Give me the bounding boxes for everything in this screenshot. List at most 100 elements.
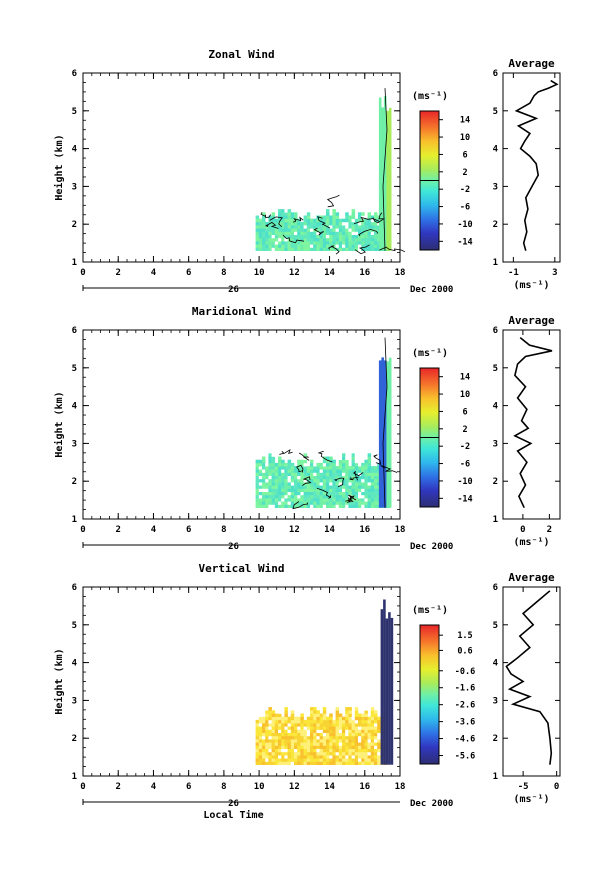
heatmap-cell <box>358 212 362 216</box>
heatmap-cell <box>322 482 327 486</box>
heatmap-cell <box>287 498 292 502</box>
heatmap-cell <box>255 742 260 746</box>
heatmap-cell <box>281 247 285 251</box>
heatmap-cell <box>268 739 272 743</box>
heatmap-cell <box>358 218 362 223</box>
heatmap-cell <box>367 482 372 486</box>
heatmap-cell <box>268 755 272 759</box>
heatmap-cell <box>354 751 359 756</box>
heatmap-cell <box>348 723 352 727</box>
heatmap-cell <box>370 732 375 737</box>
heatmap-cell <box>278 745 282 749</box>
heatmap-cell <box>326 237 330 242</box>
heatmap-cell <box>297 723 301 727</box>
heatmap-cell <box>338 732 343 737</box>
heatmap-cell <box>351 234 356 239</box>
heatmap-cell <box>316 469 320 473</box>
heatmap-cell <box>284 494 288 499</box>
heatmap-cell <box>354 755 359 759</box>
heatmap-cell <box>265 485 269 489</box>
heatmap-cell <box>284 735 288 740</box>
heatmap-cell <box>268 751 272 756</box>
heatmap-cell <box>348 707 352 711</box>
heatmap-cell <box>313 761 317 765</box>
heatmap-cell <box>322 472 327 476</box>
heatmap-cell <box>300 459 304 464</box>
heatmap-cell <box>326 247 330 251</box>
heatmap-cell <box>367 218 372 223</box>
heatmap-cell <box>348 710 352 714</box>
heatmap-cell <box>361 215 365 219</box>
heatmap-cell <box>284 234 288 239</box>
heatmap-cell <box>377 716 381 721</box>
heatmap-cell <box>310 739 314 743</box>
heatmap-cell <box>294 228 298 232</box>
heatmap-cell <box>284 228 288 232</box>
heatmap-cell <box>329 739 333 743</box>
heatmap-cell <box>374 732 378 737</box>
heatmap-cell <box>258 241 263 245</box>
heatmap-cell <box>290 225 295 229</box>
heatmap-cell <box>367 247 372 251</box>
heatmap-cell <box>377 726 381 730</box>
x-tick-label: 16 <box>359 525 370 535</box>
colorbar-tick-label: -1.6 <box>455 684 475 694</box>
heatmap-cell <box>345 234 349 239</box>
y-tick-label: 1 <box>72 258 77 268</box>
heatmap-cell <box>342 475 346 480</box>
heatmap-cell <box>367 504 372 508</box>
heatmap-cell <box>326 761 330 765</box>
heatmap-cell <box>313 241 317 245</box>
heatmap-cell <box>290 719 295 724</box>
heatmap-cell <box>278 485 282 489</box>
heatmap-cell <box>268 710 272 714</box>
heatmap-cell <box>342 761 346 765</box>
heatmap-cell <box>348 228 352 232</box>
heatmap-cell <box>329 501 333 505</box>
heatmap-column <box>386 110 389 251</box>
heatmap-cell <box>255 228 260 232</box>
heatmap-cell <box>364 472 368 476</box>
heatmap-cell <box>313 716 317 721</box>
heatmap-cell <box>274 237 279 242</box>
heatmap-cell <box>290 472 295 476</box>
heatmap-cell <box>306 247 311 251</box>
contour-line <box>348 494 357 501</box>
heatmap-cell <box>265 475 269 480</box>
heatmap-cell <box>316 745 320 749</box>
heatmap-cell <box>335 244 340 248</box>
heatmap-cell <box>358 491 362 496</box>
heatmap-cell <box>319 729 324 733</box>
heatmap-cell <box>294 231 298 235</box>
heatmap-cell <box>284 475 288 480</box>
heatmap-cell <box>287 485 292 489</box>
heatmap-cell <box>322 719 327 724</box>
heatmap-cell <box>335 748 340 753</box>
x-tick-label: 6 <box>186 268 191 278</box>
heatmap-cell <box>358 748 362 753</box>
heatmap-cell <box>284 218 288 223</box>
heatmap-cell <box>300 739 304 743</box>
heatmap-cell <box>348 469 352 473</box>
heatmap-cell <box>367 472 372 476</box>
heatmap-cell <box>278 459 282 464</box>
heatmap-cell <box>303 745 308 749</box>
heatmap-cell <box>345 710 349 714</box>
heatmap-cell <box>271 735 276 740</box>
heatmap-cell <box>255 504 260 508</box>
x-tick-label: 6 <box>186 782 191 792</box>
y-tick-label: 5 <box>72 621 77 631</box>
heatmap-cell <box>255 472 260 476</box>
heatmap-cell <box>278 478 282 483</box>
heatmap-cell <box>294 729 298 733</box>
heatmap-cell <box>284 501 288 505</box>
contour-line <box>269 216 283 227</box>
contour-line <box>354 244 370 255</box>
heatmap-cell <box>287 729 292 733</box>
heatmap-cell <box>281 716 285 721</box>
heatmap-cell <box>294 758 298 762</box>
heatmap-cell <box>326 729 330 733</box>
heatmap-cell <box>326 209 330 213</box>
heatmap-cell <box>274 748 279 753</box>
heatmap-cell <box>354 739 359 743</box>
